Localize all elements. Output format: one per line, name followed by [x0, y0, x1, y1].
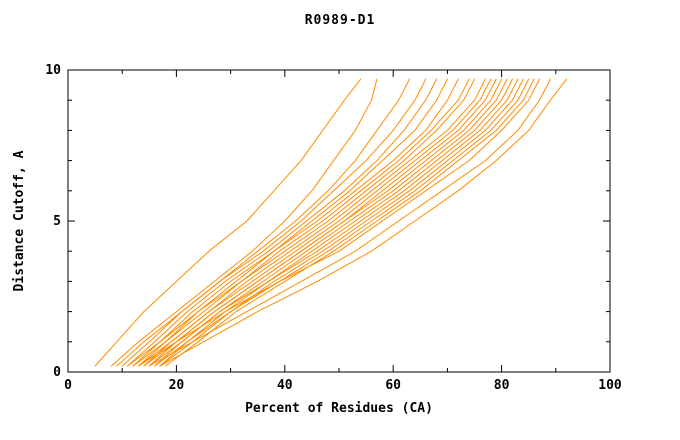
model-curve: [110, 78, 378, 367]
x-tick-label: 20: [169, 378, 185, 393]
model-curve: [121, 78, 427, 367]
model-curve: [159, 78, 530, 367]
model-curve: [148, 78, 551, 367]
x-tick-label: 100: [598, 378, 622, 393]
model-curve: [132, 78, 459, 367]
model-curve: [148, 78, 503, 367]
x-tick-label: 40: [277, 378, 293, 393]
model-curve: [127, 78, 438, 367]
x-tick-label: 60: [385, 378, 401, 393]
model-curve: [165, 78, 535, 367]
model-curve: [159, 78, 524, 367]
x-tick-label: 0: [64, 378, 72, 393]
x-axis-label: Percent of Residues (CA): [245, 401, 433, 416]
chart-title: R0989-D1: [304, 13, 376, 28]
model-curve: [132, 78, 470, 367]
model-curve: [138, 78, 475, 367]
model-curve: [116, 78, 410, 367]
model-curve: [138, 78, 486, 367]
y-tick-label: 0: [53, 365, 61, 380]
model-curve: [154, 78, 513, 367]
x-tick-label: 80: [494, 378, 510, 393]
model-curve: [143, 78, 492, 367]
model-curve: [94, 78, 362, 367]
model-curve: [127, 78, 448, 367]
model-curve: [159, 78, 568, 367]
y-tick-label: 5: [53, 214, 61, 229]
model-curve: [138, 78, 540, 367]
y-tick-label: 10: [45, 63, 61, 78]
model-curve: [154, 78, 519, 367]
